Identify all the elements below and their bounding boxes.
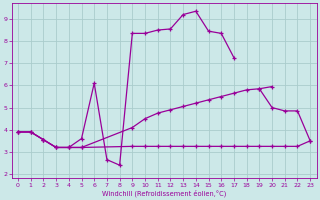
X-axis label: Windchill (Refroidissement éolien,°C): Windchill (Refroidissement éolien,°C)	[102, 189, 226, 197]
